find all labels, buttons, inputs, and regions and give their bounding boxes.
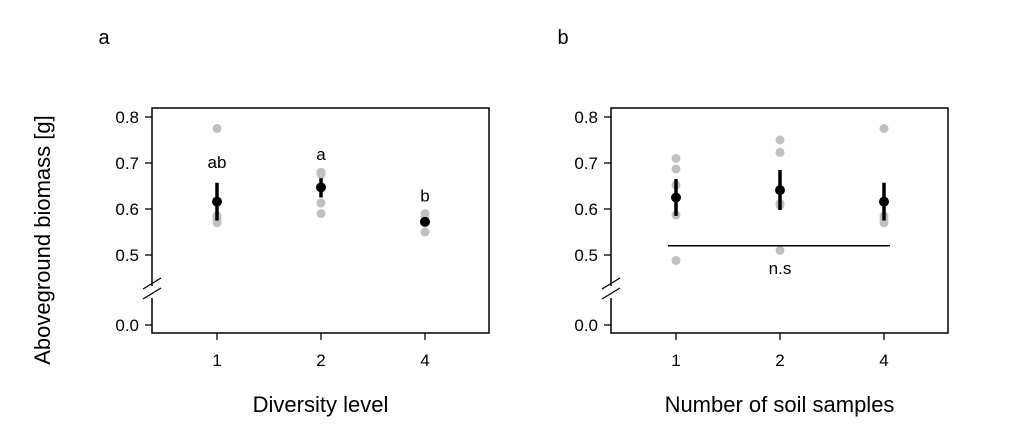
raw-data-point: [212, 124, 222, 133]
x-tick-label: 2: [775, 351, 784, 370]
axis-break-mark: [142, 287, 162, 300]
axis-break-mark: [601, 287, 621, 300]
panel-label: a: [98, 27, 110, 49]
raw-data-point: [879, 124, 889, 133]
plot-frame: [151, 107, 490, 334]
raw-data-point: [316, 170, 326, 179]
raw-data-point: [671, 153, 681, 163]
y-tick-label: 0.5: [115, 246, 139, 265]
raw-data-point: [316, 209, 326, 219]
mean-point: [420, 216, 430, 227]
raw-data-point: [671, 256, 681, 266]
axis-break-mark: [142, 277, 162, 290]
axis-break-mark: [601, 277, 621, 290]
y-tick-label: 0.0: [115, 316, 139, 335]
x-tick-label: 4: [420, 351, 429, 370]
x-axis-label: Number of soil samples: [665, 392, 895, 417]
x-tick-label: 4: [879, 351, 888, 370]
raw-data-point: [671, 164, 681, 174]
y-tick-label: 0.7: [574, 154, 598, 173]
mean-point: [671, 192, 681, 203]
panel-label: b: [557, 27, 568, 49]
y-tick-label: 0.8: [115, 108, 139, 127]
raw-data-point: [316, 198, 326, 208]
y-tick-label: 0.6: [574, 200, 598, 219]
axis-break-gap: [607, 286, 615, 298]
significance-letter: b: [420, 187, 429, 206]
y-tick-label: 0.0: [574, 316, 598, 335]
x-axis-label: Diversity level: [253, 392, 389, 417]
raw-data-point: [775, 147, 785, 157]
y-tick-label: 0.7: [115, 154, 139, 173]
y-tick-label: 0.8: [574, 108, 598, 127]
significance-letter: ab: [208, 153, 227, 172]
x-tick-label: 2: [316, 351, 325, 370]
x-tick-label: 1: [212, 351, 221, 370]
x-tick-label: 1: [671, 351, 680, 370]
axis-break-gap: [148, 286, 156, 298]
ns-label: n.s: [769, 259, 792, 278]
mean-point: [879, 196, 889, 207]
significance-letter: a: [316, 145, 326, 164]
raw-data-point: [212, 218, 222, 228]
y-tick-label: 0.6: [115, 200, 139, 219]
y-tick-label: 0.5: [574, 246, 598, 265]
raw-data-point: [420, 227, 430, 237]
mean-point: [775, 185, 785, 196]
mean-point: [316, 182, 326, 193]
panel-b: b 0.0 0.5 0.6 0.7 0.8 1 2 4 Number of soil sample…: [557, 27, 949, 417]
raw-data-point: [879, 218, 889, 228]
y-axis-label: Aboveground biomass [g]: [30, 115, 55, 365]
raw-data-point: [775, 135, 785, 145]
mean-point: [212, 196, 222, 207]
raw-data-point: [775, 245, 785, 255]
